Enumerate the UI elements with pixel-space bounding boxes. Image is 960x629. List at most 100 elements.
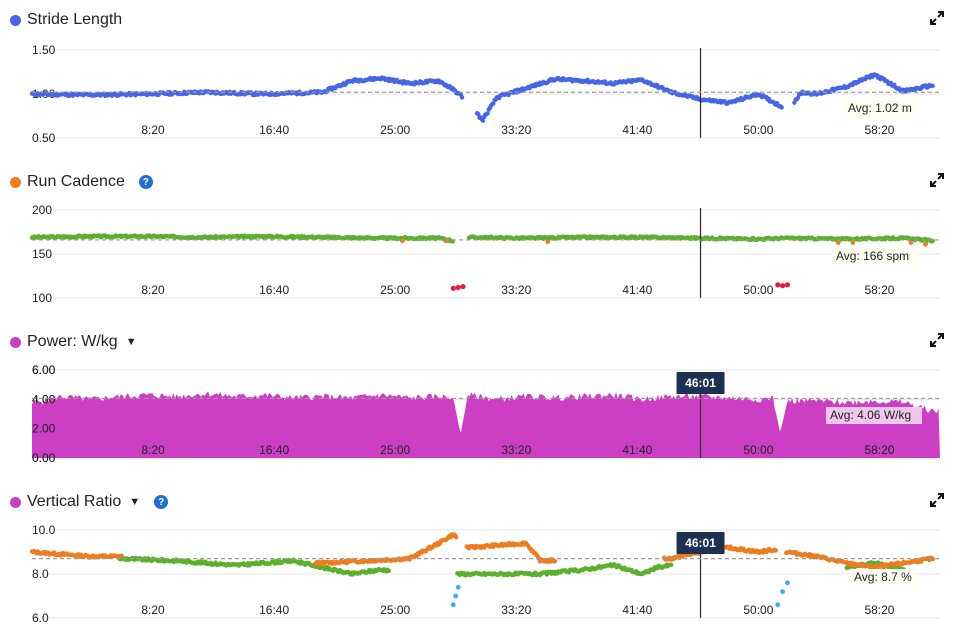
x-tick-label: 41:40 [622,283,652,297]
data-point [443,238,449,244]
data-point [779,105,784,110]
y-tick-label: 2.00 [32,422,56,436]
chevron-down-icon[interactable]: ▼ [129,496,141,508]
power-chart[interactable]: 6.00 4.00 2.00 0.00 8:20 16:40 25:00 33:20 41:40… [0,330,960,470]
avg-label-bg [832,248,918,265]
power-area [32,391,940,458]
y-tick-label: 10.0 [32,523,56,537]
cadence-title: Run Cadence [27,173,125,190]
stride-header: Stride Length [10,8,122,32]
x-tick-label: 58:20 [864,443,894,457]
avg-label-bg [850,569,918,586]
x-tick-label: 33:20 [501,603,531,617]
ratio-panel: Vertical Ratio ▼ ? 10.0 8.0 6.0 8:20 16:40 25… [0,490,960,629]
y-tick-label: 0.00 [32,451,56,465]
help-icon[interactable]: ? [138,175,153,189]
power-header: Power: W/kg ▼ [10,330,137,354]
x-tick-label: 16:40 [259,603,289,617]
expand-icon[interactable] [930,11,944,25]
data-point [485,111,490,116]
x-tick-label: 33:20 [501,123,531,137]
data-point [454,535,459,540]
x-tick-label: 33:20 [501,443,531,457]
data-point [775,282,781,288]
data-point [930,556,935,562]
data-point [400,238,405,244]
ratio-color-dot [10,496,21,508]
data-point [386,568,392,574]
x-tick-label: 33:20 [501,283,531,297]
y-tick-label: 200 [32,203,52,217]
data-point [669,562,674,568]
help-icon[interactable]: ? [154,495,169,509]
x-tick-label: 58:20 [864,603,894,617]
x-tick-label: 16:40 [259,283,289,297]
data-point [453,593,459,599]
x-tick-label: 8:20 [141,443,165,457]
avg-label-bg [844,100,916,117]
data-point [850,240,856,245]
stride-color-dot [10,14,21,26]
y-tick-label: 1.50 [32,43,56,57]
x-tick-label: 58:20 [864,283,894,297]
x-tick-label: 50:00 [743,283,773,297]
power-color-dot [10,336,21,348]
power-title[interactable]: Power: W/kg [27,333,118,350]
data-point [780,589,786,594]
data-point [455,284,461,291]
expand-icon[interactable] [930,333,944,347]
x-tick-label: 16:40 [259,123,289,137]
x-tick-label: 58:20 [864,123,894,137]
cadence-panel: Run Cadence ? 200 150 100 8:20 16:40 25:00 33:… [0,170,960,310]
y-tick-label: 6.00 [32,363,56,377]
x-tick-label: 41:40 [622,443,652,457]
y-tick-label: 0.50 [32,131,56,145]
data-point [773,548,779,553]
cursor-time-label: 46:01 [685,376,716,390]
data-point [552,559,558,564]
avg-label-bg [826,407,922,424]
y-tick-label: 8.0 [32,567,49,581]
data-point [450,285,456,291]
x-tick-label: 41:40 [622,603,652,617]
data-point [460,283,466,290]
avg-label: Avg: 8.7 % [854,570,912,584]
data-point [480,118,486,123]
x-tick-label: 25:00 [380,443,410,457]
data-point [455,584,461,590]
stride-panel: Stride Length 1.501.000.508:2016:4025:00… [0,8,960,148]
x-tick-label: 50:00 [743,123,773,137]
data-point [923,241,928,247]
y-tick-label: 6.0 [32,611,49,625]
x-tick-label: 8:20 [141,603,165,617]
avg-label: Avg: 1.02 m [848,101,912,115]
cursor-time-label: 46:01 [685,536,716,550]
data-point [119,553,124,558]
stride-title: Stride Length [27,11,123,28]
ratio-title[interactable]: Vertical Ratio [27,493,122,510]
ratio-chart[interactable]: 10.0 8.0 6.0 8:20 16:40 25:00 33:20 41:40 50:00 5… [0,490,960,629]
stride-chart[interactable]: 1.501.000.508:2016:4025:0033:2041:4050:0… [0,8,960,148]
data-point [450,602,456,608]
x-tick-label: 50:00 [743,603,773,617]
chevron-down-icon[interactable]: ▼ [125,336,137,348]
expand-icon[interactable] [930,173,944,187]
cursor-time-badge [676,372,725,394]
cadence-color-dot [10,176,21,188]
x-tick-label: 25:00 [380,123,410,137]
x-tick-label: 16:40 [259,443,289,457]
avg-label: Avg: 4.06 W/kg [830,408,911,422]
data-point [795,95,801,101]
data-point [491,101,496,106]
y-tick-label: 150 [32,247,52,261]
x-tick-label: 8:20 [141,123,165,137]
data-point [459,95,465,100]
data-point [780,283,786,289]
data-point [835,240,841,245]
data-point [775,602,781,608]
data-point [930,83,935,89]
data-point [476,111,481,117]
y-tick-label: 4.00 [32,392,56,406]
cadence-chart[interactable]: 200 150 100 8:20 16:40 25:00 33:20 41:40 50:00 58… [0,170,960,310]
expand-icon[interactable] [930,493,944,507]
